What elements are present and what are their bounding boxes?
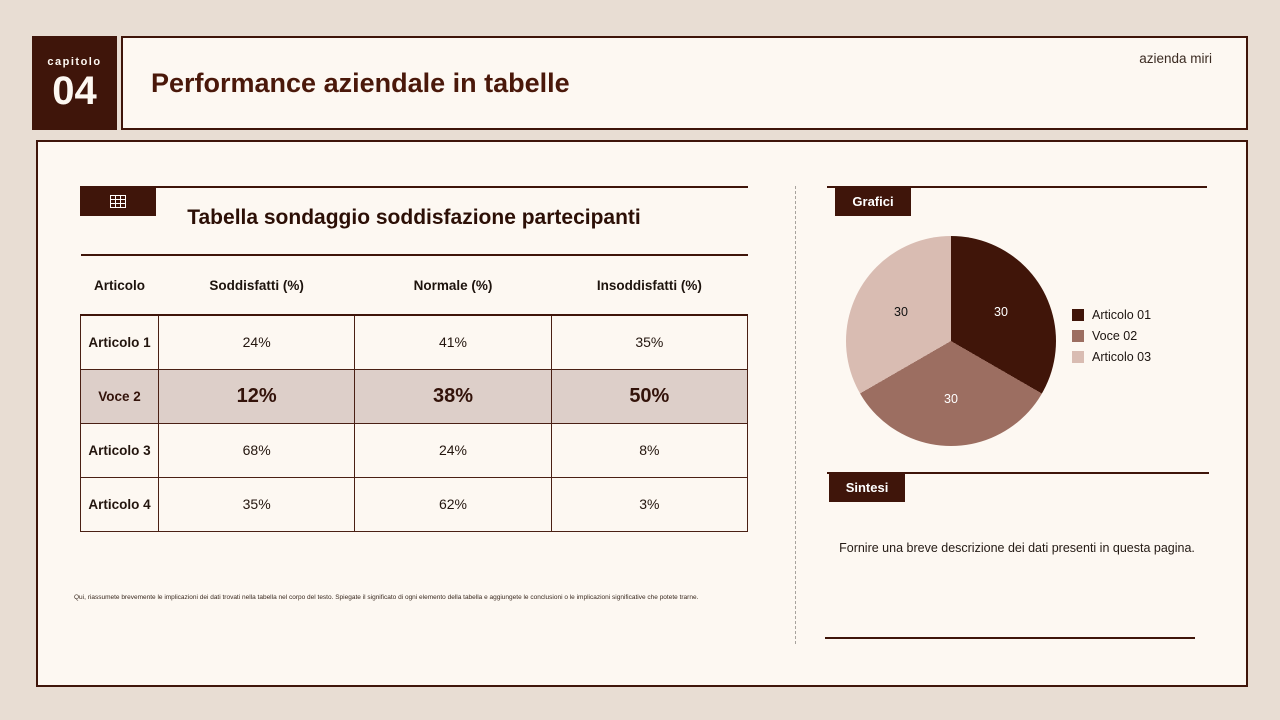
table-icon-box bbox=[80, 186, 156, 216]
brand-name: azienda miri bbox=[1139, 51, 1212, 66]
table-cell: 24% bbox=[354, 422, 552, 478]
legend-item: Voce 02 bbox=[1072, 329, 1151, 343]
chapter-label: capitolo bbox=[47, 55, 102, 68]
table-cell: 68% bbox=[157, 422, 356, 478]
legend-label: Voce 02 bbox=[1092, 329, 1138, 343]
pie-slice-label: 30 bbox=[994, 305, 1008, 320]
page-title: Performance aziendale in tabelle bbox=[151, 67, 570, 98]
content-box: Tabella sondaggio soddisfazione partecip… bbox=[36, 140, 1248, 687]
vertical-divider bbox=[795, 186, 796, 644]
header-bar: capitolo 04 Performance aziendale in tab… bbox=[32, 36, 1248, 130]
table-cell: 24% bbox=[157, 314, 356, 370]
row-label: Articolo 4 bbox=[80, 476, 159, 532]
summary-text: Fornire una breve descrizione dei dati p… bbox=[839, 541, 1195, 555]
table-header-row: Articolo Soddisfatti (%) Normale (%) Ins… bbox=[80, 254, 748, 316]
table-row: Articolo 1 24% 41% 35% bbox=[80, 314, 749, 370]
table-cell: 50% bbox=[550, 368, 749, 424]
summary-section-label-box: Sintesi bbox=[829, 472, 905, 502]
table-cell: 3% bbox=[550, 476, 749, 532]
table-cell: 12% bbox=[157, 368, 356, 424]
column-header: Insoddisfatti (%) bbox=[551, 254, 748, 316]
table-icon bbox=[110, 194, 126, 208]
legend-swatch bbox=[1072, 351, 1084, 363]
legend-item: Articolo 01 bbox=[1072, 308, 1151, 322]
row-label: Articolo 3 bbox=[80, 422, 159, 478]
legend-swatch bbox=[1072, 309, 1084, 321]
chapter-box: capitolo 04 bbox=[32, 36, 117, 130]
table-title: Tabella sondaggio soddisfazione partecip… bbox=[187, 206, 641, 229]
charts-section-label-box: Grafici bbox=[835, 186, 911, 216]
summary-underline bbox=[825, 637, 1195, 639]
row-label: Voce 2 bbox=[80, 368, 159, 424]
charts-section-label: Grafici bbox=[852, 193, 894, 209]
legend-label: Articolo 01 bbox=[1092, 308, 1152, 322]
column-header: Soddisfatti (%) bbox=[158, 254, 355, 316]
chapter-number: 04 bbox=[52, 68, 97, 113]
row-label: Articolo 1 bbox=[80, 314, 159, 370]
table-cell: 35% bbox=[550, 314, 749, 370]
table-cell: 62% bbox=[354, 476, 552, 532]
pie-legend: Articolo 01 Voce 02 Articolo 03 bbox=[1072, 308, 1151, 371]
table-footnote: Qui, riassumete brevemente le implicazio… bbox=[74, 594, 699, 601]
table-row-highlighted: Voce 2 12% 38% 50% bbox=[80, 368, 749, 424]
legend-item: Articolo 03 bbox=[1072, 350, 1151, 364]
pie-chart: 30 30 30 bbox=[846, 236, 1056, 446]
title-panel: Performance aziendale in tabelle azienda… bbox=[121, 36, 1248, 130]
table-cell: 38% bbox=[354, 368, 552, 424]
satisfaction-table: Articolo Soddisfatti (%) Normale (%) Ins… bbox=[80, 254, 749, 532]
pie-slice-label: 30 bbox=[944, 391, 958, 406]
legend-label: Articolo 03 bbox=[1092, 350, 1152, 364]
table-row: Articolo 3 68% 24% 8% bbox=[80, 422, 749, 478]
pie-slice-label: 30 bbox=[894, 305, 908, 320]
summary-section-label: Sintesi bbox=[845, 479, 889, 495]
column-header: Normale (%) bbox=[354, 254, 552, 316]
legend-swatch bbox=[1072, 330, 1084, 342]
table-cell: 35% bbox=[157, 476, 356, 532]
table-cell: 41% bbox=[354, 314, 552, 370]
charts-section-rule bbox=[827, 186, 1207, 188]
table-row: Articolo 4 35% 62% 3% bbox=[80, 476, 749, 532]
summary-section-rule bbox=[827, 472, 1209, 474]
table-cell: 8% bbox=[550, 422, 749, 478]
column-header: Articolo bbox=[80, 254, 159, 316]
table-section-rule bbox=[80, 186, 748, 188]
